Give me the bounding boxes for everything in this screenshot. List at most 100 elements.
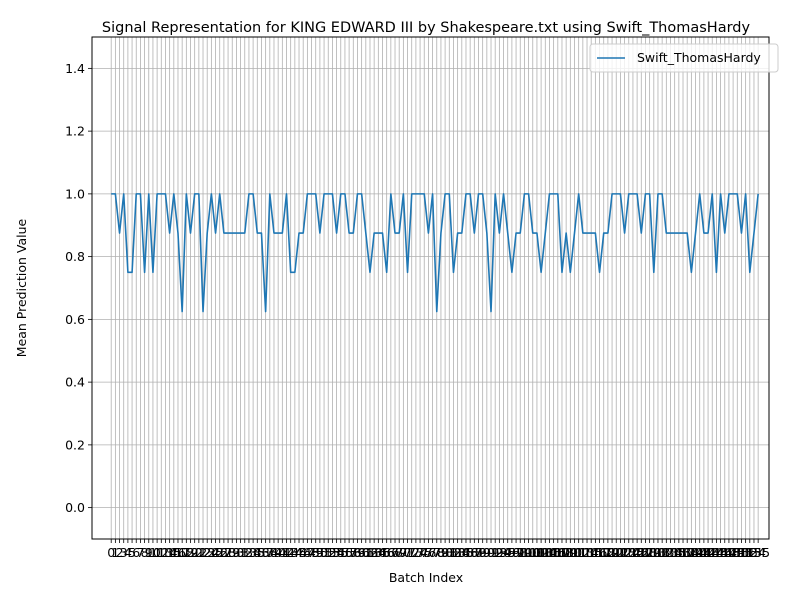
x-tick-label: 130 — [642, 545, 666, 560]
legend-entry: Swift_ThomasHardy — [637, 50, 761, 65]
x-tick-label: 24 — [203, 545, 219, 560]
x-tick-label: 96 — [504, 545, 520, 560]
x-tick-label: 95 — [500, 545, 516, 560]
x-tick-label: 33 — [241, 545, 257, 560]
x-tick-label: 37 — [258, 545, 274, 560]
x-tick-label: 39 — [266, 545, 282, 560]
x-tick-label: 75 — [416, 545, 432, 560]
y-tick-label: 0.6 — [65, 312, 85, 327]
x-tick-label: 7 — [136, 545, 144, 560]
series-line — [111, 193, 759, 313]
x-tick-label: 92 — [487, 545, 503, 560]
x-tick-label: 86 — [462, 545, 478, 560]
x-tick-label: 64 — [370, 545, 386, 560]
x-tick-label: 84 — [454, 545, 470, 560]
x-tick-label: 115 — [579, 545, 603, 560]
x-tick-label: 48 — [304, 545, 320, 560]
x-tick-label: 155 — [746, 545, 770, 560]
x-tick-label: 79 — [433, 545, 449, 560]
y-tick-label: 1.0 — [65, 186, 85, 201]
x-tick-label: 8 — [141, 545, 149, 560]
x-tick-label: 136 — [667, 545, 691, 560]
x-tick-label: 140 — [684, 545, 708, 560]
x-tick-label: 20 — [187, 545, 203, 560]
x-tick-label: 145 — [704, 545, 728, 560]
x-tick-label: 128 — [634, 545, 658, 560]
y-tick-label: 1.4 — [65, 61, 85, 76]
x-tick-label: 143 — [696, 545, 720, 560]
x-tick-label: 150 — [725, 545, 749, 560]
x-tick-label: 100 — [517, 545, 541, 560]
x-tick-label: 31 — [233, 545, 249, 560]
x-tick-label: 57 — [341, 545, 357, 560]
x-tick-label: 123 — [613, 545, 637, 560]
x-tick-label: 101 — [521, 545, 545, 560]
x-tick-label: 102 — [525, 545, 549, 560]
x-tick-label: 28 — [220, 545, 236, 560]
x-tick-label: 149 — [721, 545, 745, 560]
x-tick-label: 26 — [212, 545, 228, 560]
x-tick-label: 78 — [429, 545, 445, 560]
x-tick-label: 63 — [366, 545, 382, 560]
x-tick-label: 152 — [734, 545, 758, 560]
x-tick-label: 125 — [621, 545, 645, 560]
x-tick-label: 105 — [538, 545, 562, 560]
x-tick-label: 90 — [479, 545, 495, 560]
x-tick-label: 77 — [425, 545, 441, 560]
x-tick-label: 38 — [262, 545, 278, 560]
x-tick-label: 56 — [337, 545, 353, 560]
x-tick-label: 138 — [675, 545, 699, 560]
x-tick-label: 19 — [183, 545, 199, 560]
x-tick-label: 59 — [350, 545, 366, 560]
x-tick-label: 2 — [116, 545, 124, 560]
x-tick-label: 22 — [195, 545, 211, 560]
x-tick-label: 5 — [128, 545, 136, 560]
x-tick-label: 104 — [533, 545, 557, 560]
x-tick-label: 17 — [174, 545, 190, 560]
x-tick-label: 41 — [274, 545, 290, 560]
x-tick-label: 137 — [671, 545, 695, 560]
legend-box — [589, 43, 779, 73]
x-tick-label: 21 — [191, 545, 207, 560]
x-tick-label: 148 — [717, 545, 741, 560]
x-tick-label: 97 — [508, 545, 524, 560]
x-tick-label: 118 — [592, 545, 616, 560]
x-tick-label: 51 — [316, 545, 332, 560]
x-tick-label: 40 — [270, 545, 286, 560]
x-tick-label: 106 — [542, 545, 566, 560]
x-tick-label: 76 — [420, 545, 436, 560]
x-tick-label: 127 — [629, 545, 653, 560]
x-tick-label: 113 — [571, 545, 595, 560]
x-tick-label: 74 — [412, 545, 428, 560]
x-axis: 0123456789101112131415161718192021222324… — [107, 539, 770, 560]
x-tick-label: 4 — [124, 545, 132, 560]
x-tick-label: 117 — [588, 545, 612, 560]
x-tick-label: 112 — [567, 545, 591, 560]
x-tick-label: 61 — [358, 545, 374, 560]
x-tick-label: 16 — [170, 545, 186, 560]
x-tick-label: 35 — [249, 545, 265, 560]
y-axis-label: Mean Prediction Value — [14, 218, 29, 357]
x-tick-label: 27 — [216, 545, 232, 560]
x-tick-label: 91 — [483, 545, 499, 560]
x-tick-label: 13 — [158, 545, 174, 560]
x-tick-label: 141 — [688, 545, 712, 560]
x-tick-label: 68 — [387, 545, 403, 560]
x-tick-label: 131 — [646, 545, 670, 560]
x-tick-label: 110 — [558, 545, 582, 560]
x-tick-label: 58 — [345, 545, 361, 560]
x-tick-label: 60 — [354, 545, 370, 560]
chart-title: Signal Representation for KING EDWARD II… — [102, 20, 751, 36]
x-axis-label: Batch Index — [389, 570, 463, 585]
x-tick-label: 23 — [199, 545, 215, 560]
x-tick-label: 82 — [446, 545, 462, 560]
x-tick-label: 120 — [600, 545, 624, 560]
x-tick-label: 12 — [153, 545, 169, 560]
x-tick-label: 98 — [512, 545, 528, 560]
x-tick-label: 111 — [563, 545, 587, 560]
x-tick-label: 122 — [608, 545, 632, 560]
x-tick-label: 47 — [299, 545, 315, 560]
x-tick-label: 66 — [379, 545, 395, 560]
